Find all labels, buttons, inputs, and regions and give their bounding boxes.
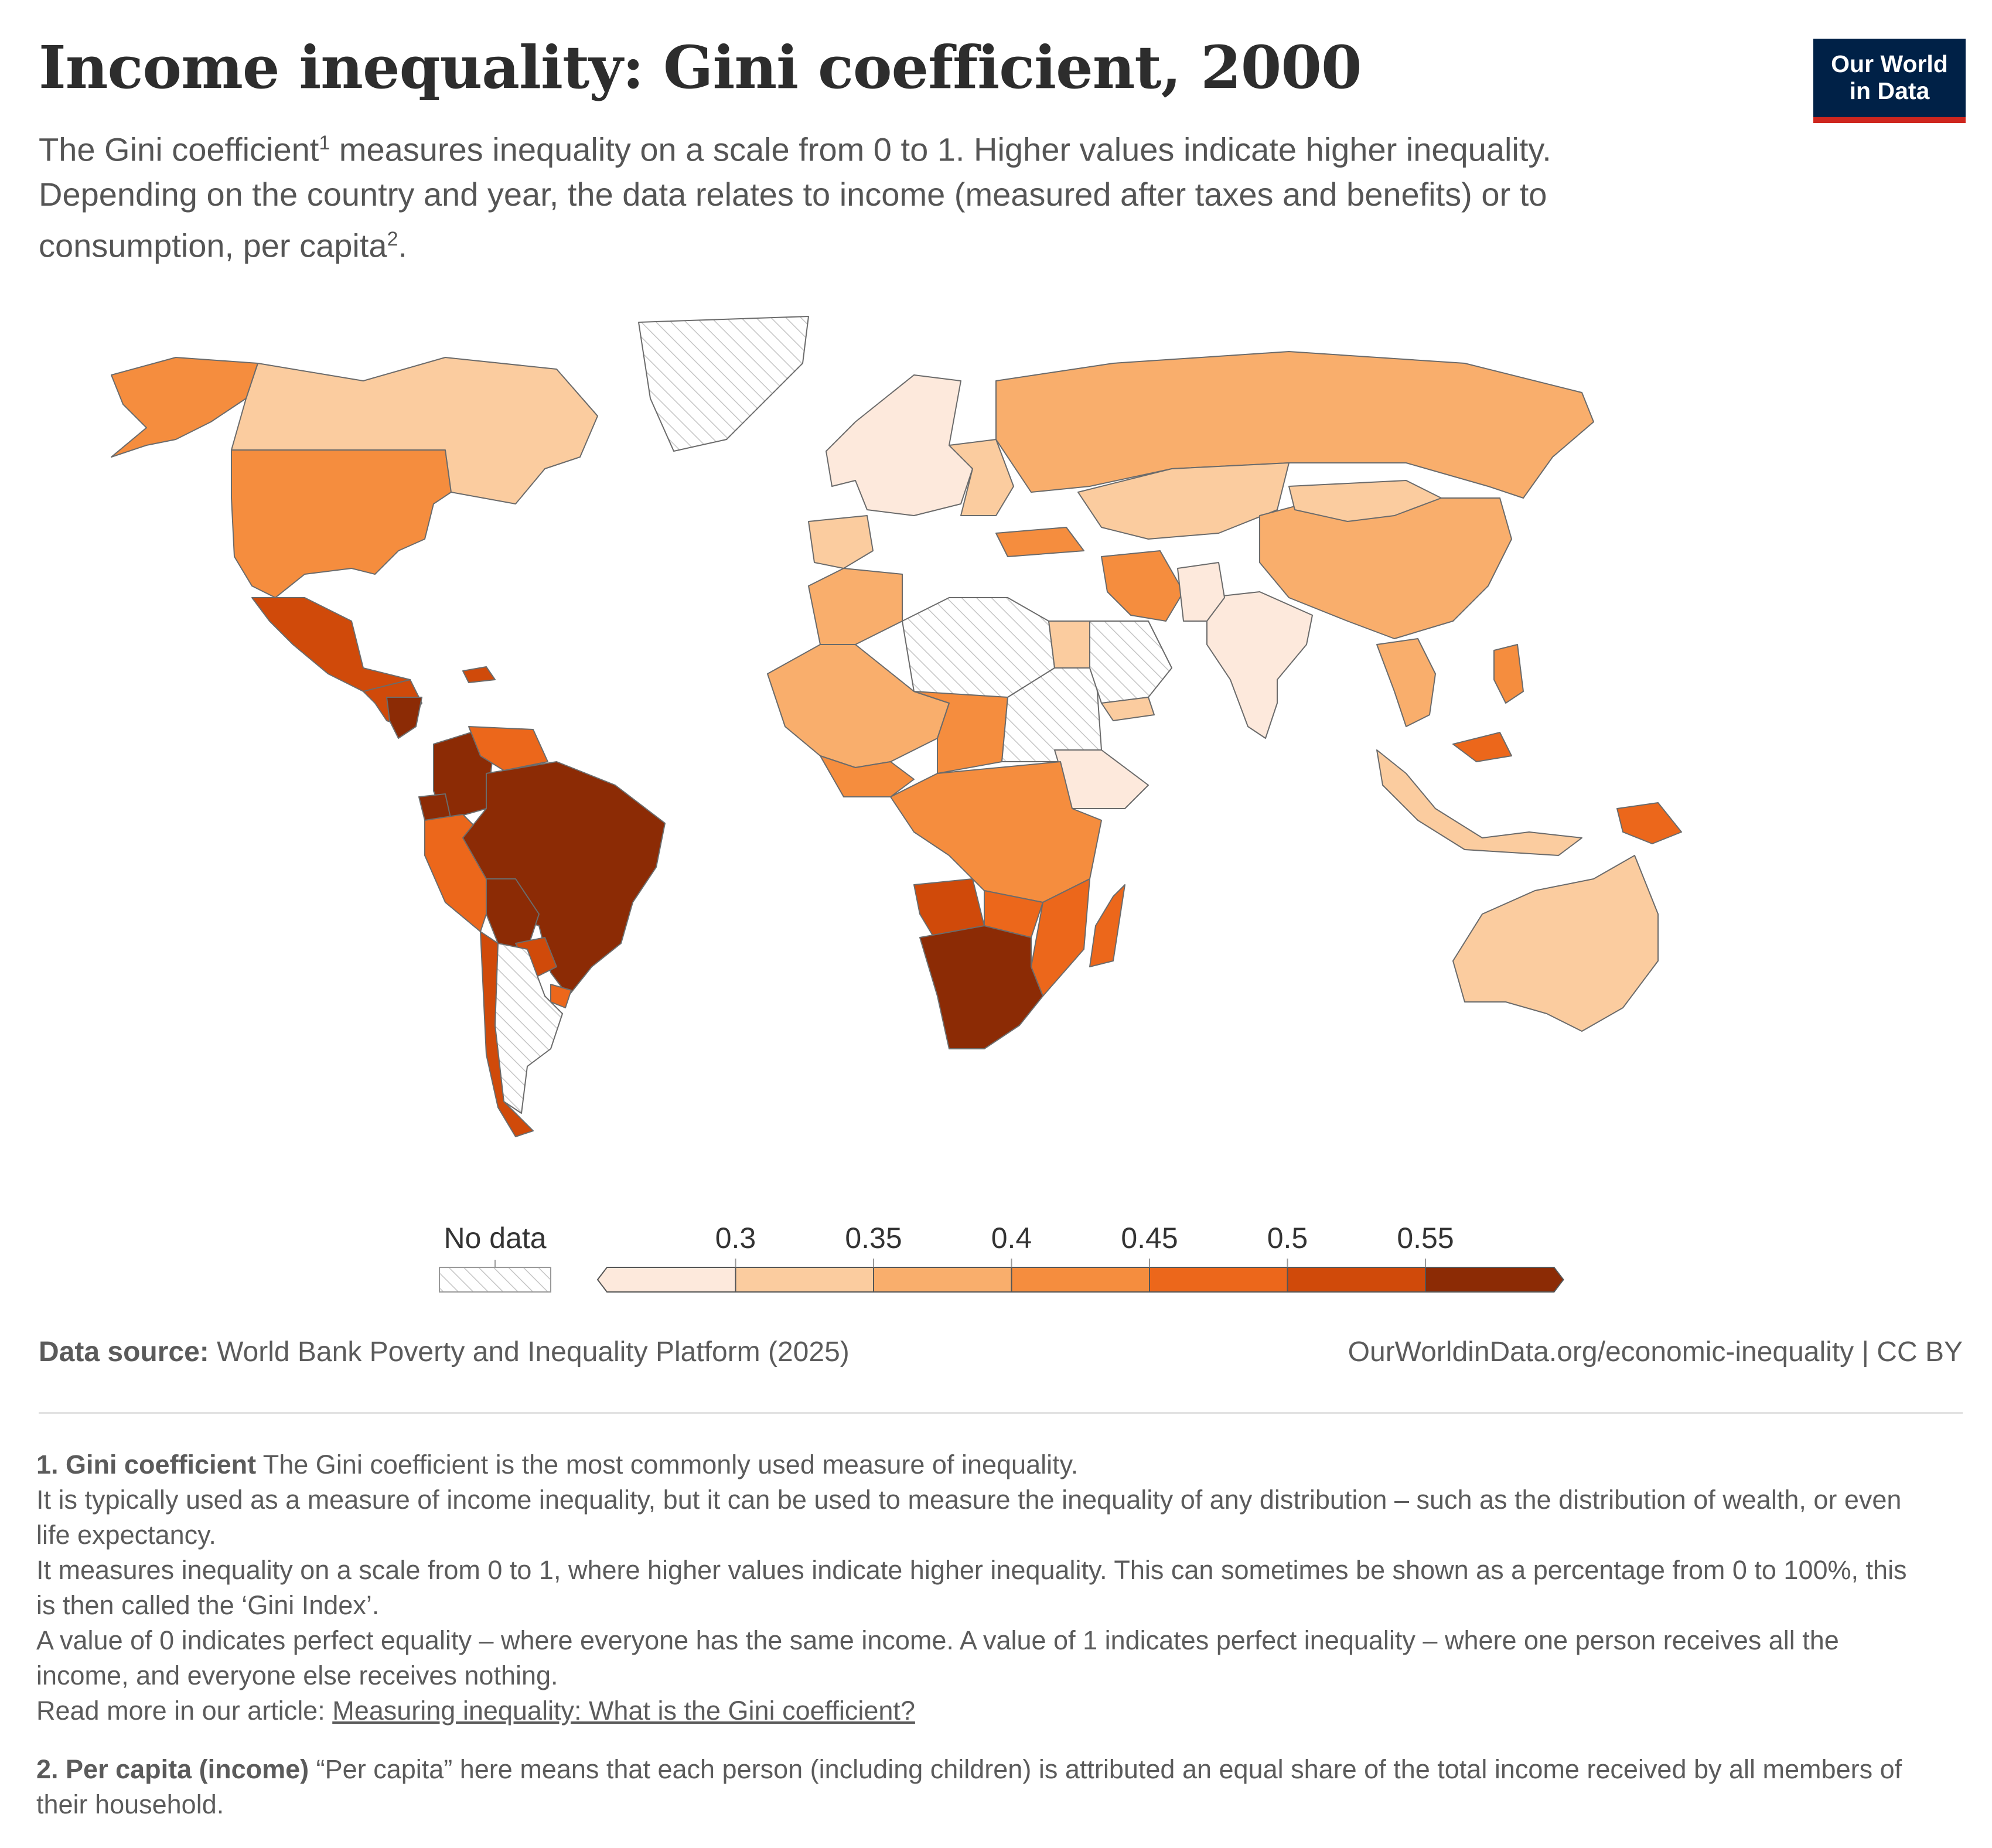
country-turkey[interactable] (995, 527, 1084, 557)
data-source: Data source: World Bank Poverty and Ineq… (39, 1336, 850, 1368)
legend-bin-1[interactable] (735, 1267, 874, 1293)
subtitle-text: The Gini coefficient (39, 131, 319, 168)
logo-line-2: in Data (1849, 77, 1930, 104)
credit-link[interactable]: OurWorldinData.org/economic-inequality |… (1348, 1336, 1963, 1368)
country-india[interactable] (1206, 591, 1313, 739)
no-data-swatch (439, 1267, 551, 1293)
data-source-text: World Bank Poverty and Inequality Platfo… (209, 1336, 850, 1368)
country-honduras-nicaragua[interactable] (386, 697, 422, 739)
country-alaska[interactable] (111, 357, 258, 458)
footnote-ref-2[interactable]: 2 (387, 227, 398, 250)
legend-tick-label: 0.45 (1121, 1222, 1178, 1254)
country-saudi-arabia[interactable] (1089, 620, 1172, 704)
country-venezuela[interactable] (468, 726, 548, 771)
legend-bin-0[interactable] (596, 1267, 736, 1293)
country-pakistan[interactable] (1177, 562, 1225, 622)
legend-bin-5[interactable] (1287, 1267, 1426, 1293)
note-1-title: 1. Gini coefficient (36, 1450, 257, 1479)
logo-accent-bar (1813, 117, 1966, 123)
country-haiti-dominican-republic[interactable] (462, 666, 496, 683)
country-brazil[interactable] (462, 761, 666, 997)
legend-tick-label: 0.35 (845, 1222, 902, 1254)
legend-bin-3[interactable] (1011, 1267, 1150, 1293)
country-madagascar[interactable] (1089, 884, 1125, 967)
note-2: 2. Per capita (income) “Per capita” here… (36, 1752, 1929, 1822)
note-1-line-1: 1. Gini coefficient The Gini coefficient… (36, 1447, 1929, 1482)
country-mozambique[interactable] (1031, 878, 1090, 997)
country-argentina[interactable] (494, 943, 563, 1114)
legend-tick-label: 0.5 (1267, 1222, 1308, 1254)
country-canada[interactable] (231, 357, 598, 504)
note-1-text: The Gini coefficient is the most commonl… (256, 1450, 1079, 1479)
country-united-states[interactable] (231, 449, 452, 598)
country-papua-new-guinea[interactable] (1616, 802, 1682, 844)
country-kazakhstan-central-asia[interactable] (1077, 462, 1290, 540)
country-namibia-botswana-south-africa[interactable] (919, 925, 1043, 1049)
logo-line-1: Our World (1831, 50, 1948, 77)
legend-tick-label: 0.4 (991, 1222, 1032, 1254)
note-1-line-5: Read more in our article: Measuring ineq… (36, 1693, 1929, 1728)
legend-tick-label: 0.3 (715, 1222, 756, 1254)
country-russia[interactable] (995, 351, 1594, 499)
data-source-label: Data source: (39, 1336, 209, 1368)
country-yemen[interactable] (1101, 697, 1155, 721)
country-greenland[interactable] (638, 316, 809, 452)
subtitle-text: . (398, 227, 408, 264)
note-2-title: 2. Per capita (income) (36, 1754, 309, 1784)
chart-title: Income inequality: Gini coefficient, 200… (39, 33, 1362, 102)
divider (39, 1412, 1963, 1414)
note-2-text: “Per capita” here means that each person… (36, 1754, 1902, 1819)
country-morocco[interactable] (808, 568, 903, 645)
footnote-ref-1[interactable]: 1 (319, 132, 330, 154)
country-australia[interactable] (1452, 855, 1659, 1032)
country-southeast-asia[interactable] (1376, 638, 1436, 727)
legend-tick-label: 0.55 (1397, 1222, 1454, 1254)
country-mongolia[interactable] (1288, 480, 1442, 522)
country-philippines[interactable] (1493, 644, 1524, 704)
country-uruguay[interactable] (550, 984, 572, 1008)
note-1-line-2: It is typically used as a measure of inc… (36, 1485, 1902, 1550)
map-legend: No data 0.3 0.35 0.4 0.45 0.5 0.55 (439, 1222, 1564, 1293)
world-map[interactable] (0, 293, 1992, 1184)
country-egypt[interactable] (1048, 620, 1096, 669)
country-iberia[interactable] (808, 515, 874, 569)
country-indonesia[interactable] (1376, 749, 1582, 856)
legend-bin-6[interactable] (1425, 1267, 1564, 1293)
country-nigeria-gulf-of-guinea[interactable] (820, 755, 915, 797)
country-ecuador[interactable] (418, 793, 452, 821)
country-iran[interactable] (1101, 550, 1184, 622)
owid-logo[interactable]: Our World in Data (1813, 39, 1966, 123)
country-europe-west-north[interactable] (826, 374, 973, 516)
gini-article-link[interactable]: Measuring inequality: What is the Gini c… (332, 1696, 915, 1726)
country-malaysia[interactable] (1452, 732, 1512, 762)
note-1-line-4: A value of 0 indicates perfect equality … (36, 1625, 1839, 1690)
no-data-label: No data (444, 1222, 546, 1254)
chart-subtitle: The Gini coefficient1 measures inequalit… (39, 121, 1714, 268)
subtitle-text: measures inequality on a scale from 0 to… (39, 131, 1551, 264)
footnotes: 1. Gini coefficient The Gini coefficient… (36, 1447, 1929, 1822)
note-1-line-3: It measures inequality on a scale from 0… (36, 1555, 1907, 1620)
legend-bin-2[interactable] (873, 1267, 1012, 1293)
read-more-prefix: Read more in our article: (36, 1696, 333, 1726)
legend-bin-4[interactable] (1149, 1267, 1288, 1293)
